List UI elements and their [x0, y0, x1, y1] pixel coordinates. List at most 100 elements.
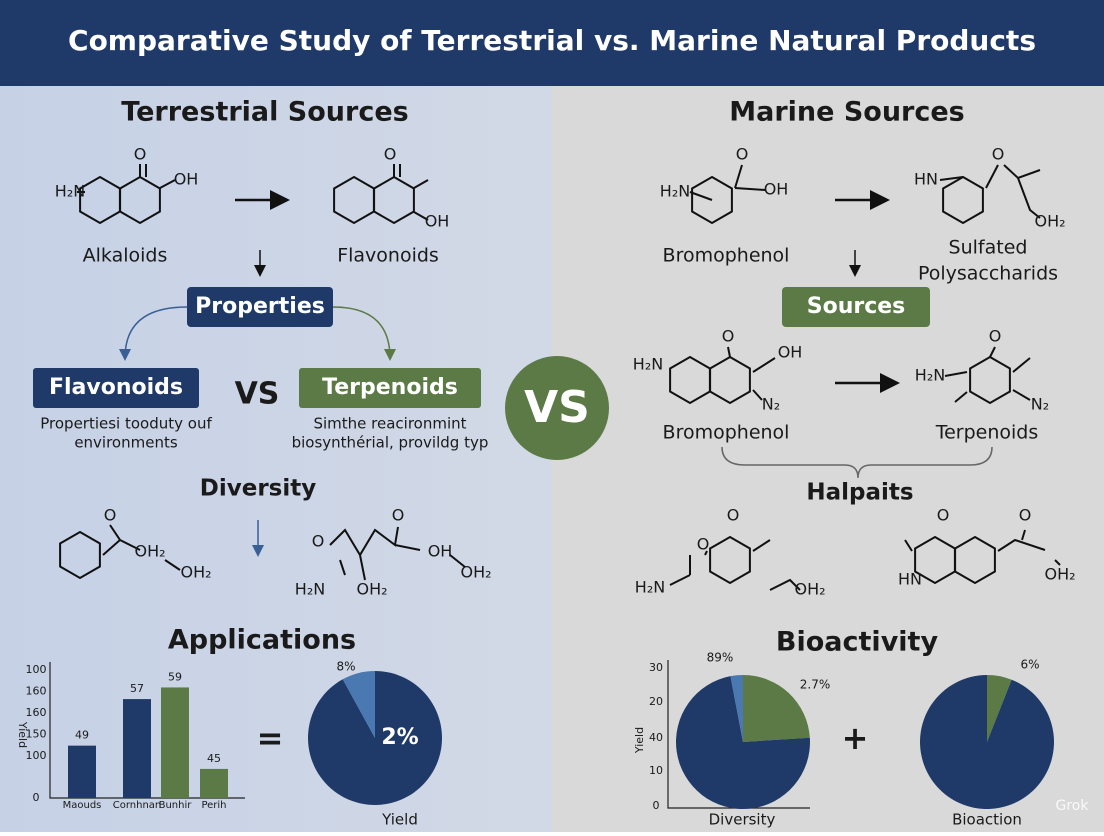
bond: [119, 175, 161, 225]
arrow: [119, 306, 188, 361]
bond: [59, 530, 101, 580]
bar: [68, 745, 96, 798]
annotation: 89%: [707, 651, 734, 665]
description: Simthe reacironmint: [313, 415, 466, 433]
y-tick-label: 150: [26, 728, 47, 741]
y-tick-label: 20: [649, 695, 663, 708]
atom: H₂N: [635, 578, 665, 597]
compound-name: Sulfated: [949, 237, 1028, 259]
y-tick-label: 160: [26, 706, 47, 719]
x-tick-label: Bunhir: [159, 800, 193, 811]
value-label: 57: [130, 682, 144, 695]
center-label: 2%: [381, 725, 418, 750]
value-label: 59: [168, 670, 182, 683]
annotation: 8%: [336, 660, 355, 674]
atom: OH: [174, 170, 199, 189]
vs-badge: [505, 356, 609, 460]
axis-label: Bioaction: [952, 811, 1022, 829]
y-tick-label: 100: [26, 749, 47, 762]
compound-name: Flavonoids: [337, 245, 439, 267]
bond: [689, 164, 766, 201]
properties-box: [187, 287, 333, 327]
y-tick-label: 100: [26, 663, 47, 676]
atom: O: [312, 532, 325, 551]
bond: [691, 175, 733, 225]
atom: H₂N: [55, 182, 85, 201]
atom: OH: [764, 180, 789, 199]
compound-name: Terpenoids: [935, 422, 1039, 444]
pie-slice: [308, 671, 443, 805]
pie-slice: [342, 671, 375, 738]
heading: Marine Sources: [729, 97, 965, 128]
bond: [727, 346, 776, 401]
bond: [669, 539, 801, 591]
bond: [942, 175, 984, 225]
vs: VS: [235, 377, 280, 412]
terrestrial-panel: [0, 0, 552, 832]
x-tick-label: Cornhnan: [113, 800, 162, 811]
y-tick-label: 30: [649, 661, 663, 674]
y-tick-label: 0: [33, 791, 40, 804]
bond: [969, 355, 1011, 405]
axis-label: Yield: [633, 727, 646, 754]
watermark: Grok: [1056, 798, 1090, 814]
atom: OH₂: [180, 563, 211, 582]
atom: OH: [425, 212, 450, 231]
atom: N₂: [762, 395, 780, 414]
atom: OH: [778, 343, 803, 362]
bond: [944, 346, 1031, 403]
atom: HN: [898, 570, 922, 589]
compound-name: Bromophenol: [663, 245, 790, 267]
axis-label: Yield: [16, 721, 29, 748]
heading: Applications: [168, 625, 356, 656]
atom: N₂: [1031, 395, 1049, 414]
annotation: 6%: [1020, 658, 1039, 672]
box-label: Sources: [807, 294, 906, 319]
heading: Bioactivity: [776, 627, 939, 658]
brace: [721, 446, 993, 479]
arrow: [332, 306, 396, 361]
bond: [102, 524, 181, 571]
box-label: Terpenoids: [322, 375, 458, 400]
bond: [939, 164, 1041, 219]
atom: H₂N: [915, 366, 945, 385]
axis: [667, 660, 810, 809]
bond: [373, 175, 415, 225]
operator: =: [257, 719, 284, 757]
atom: O: [104, 506, 117, 525]
bond: [77, 164, 176, 193]
atom: O: [392, 506, 405, 525]
bond: [329, 526, 466, 581]
flavonoids-box: [33, 368, 199, 408]
axis-label: Diversity: [709, 811, 776, 829]
pie-slice: [920, 675, 1055, 809]
description: Propertiesi tooduty ouf: [40, 415, 212, 433]
description: environments: [74, 434, 178, 452]
bond: [709, 355, 751, 405]
compound-name: Polysaccharids: [918, 263, 1058, 285]
atom: H₂N: [633, 355, 663, 374]
box-label: Properties: [195, 294, 325, 319]
bar: [200, 768, 228, 798]
box-label: Flavonoids: [49, 375, 183, 400]
vs-label: VS: [524, 382, 590, 433]
description: biosynthérial, provildg typ: [292, 434, 489, 452]
y-tick-label: 0: [653, 799, 660, 812]
atom: OH₂: [794, 580, 825, 599]
x-tick-label: Maouds: [63, 800, 102, 811]
value-label: 45: [207, 752, 221, 765]
atom: O: [989, 327, 1002, 346]
bond: [954, 535, 996, 585]
bond: [393, 164, 429, 221]
y-tick-label: 160: [26, 685, 47, 698]
pie-slice: [676, 676, 810, 809]
pie-slice: [730, 675, 743, 742]
pie-slice: [743, 675, 810, 742]
structures: [59, 164, 1061, 591]
atom: O: [384, 145, 397, 164]
heading: Halpaits: [806, 480, 913, 506]
atom: H₂N: [295, 580, 325, 599]
pie-slice: [987, 675, 1012, 742]
atom: HN: [914, 170, 938, 189]
